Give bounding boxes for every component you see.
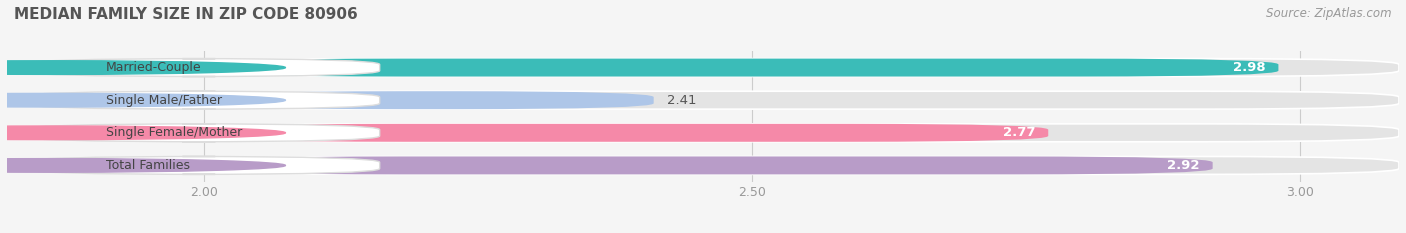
FancyBboxPatch shape <box>18 58 380 76</box>
FancyBboxPatch shape <box>204 91 1399 109</box>
Text: Married-Couple: Married-Couple <box>105 61 201 74</box>
Text: Total Families: Total Families <box>105 159 190 172</box>
FancyBboxPatch shape <box>18 157 380 174</box>
Text: 2.41: 2.41 <box>666 94 696 107</box>
Circle shape <box>0 93 285 107</box>
Circle shape <box>0 61 285 74</box>
Text: Single Male/Father: Single Male/Father <box>105 94 222 107</box>
FancyBboxPatch shape <box>18 91 380 109</box>
Text: 2.98: 2.98 <box>1233 61 1265 74</box>
Text: 2.77: 2.77 <box>1002 126 1035 139</box>
FancyBboxPatch shape <box>204 91 654 109</box>
FancyBboxPatch shape <box>18 124 380 142</box>
Text: 2.92: 2.92 <box>1167 159 1199 172</box>
FancyBboxPatch shape <box>204 58 1399 76</box>
FancyBboxPatch shape <box>204 157 1212 174</box>
FancyBboxPatch shape <box>204 58 1278 76</box>
FancyBboxPatch shape <box>204 157 1399 174</box>
Text: Source: ZipAtlas.com: Source: ZipAtlas.com <box>1267 7 1392 20</box>
Text: MEDIAN FAMILY SIZE IN ZIP CODE 80906: MEDIAN FAMILY SIZE IN ZIP CODE 80906 <box>14 7 357 22</box>
FancyBboxPatch shape <box>204 124 1049 142</box>
Circle shape <box>0 159 285 172</box>
FancyBboxPatch shape <box>204 124 1399 142</box>
Text: Single Female/Mother: Single Female/Mother <box>105 126 242 139</box>
Circle shape <box>0 126 285 140</box>
